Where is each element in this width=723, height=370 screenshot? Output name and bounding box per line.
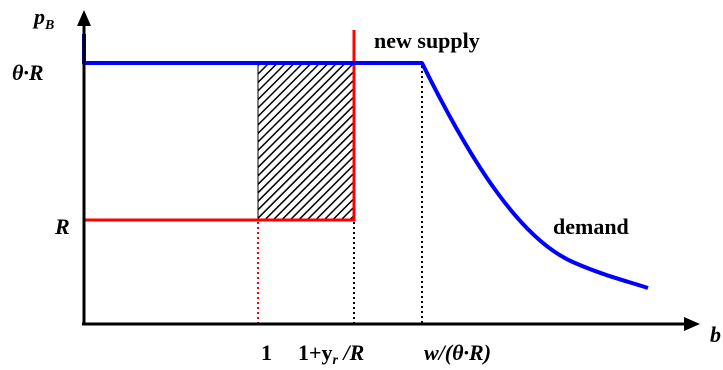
x-tick-one: 1 [261, 340, 272, 365]
y-axis-label: pB [32, 4, 54, 33]
x-axis-label: b [710, 322, 721, 347]
demand-label: demand [553, 214, 629, 239]
price-level-r: R [54, 214, 70, 239]
hatched-area [257, 63, 355, 221]
x-tick-one-plus-yr: 1+yr /R [298, 340, 364, 368]
x-tick-w-theta-r: w/(θ·R) [424, 340, 491, 365]
y-axis-arrow [77, 10, 91, 26]
x-axis-arrow [684, 317, 700, 331]
price-level-theta-r: θ·R [12, 60, 44, 85]
demand-curve [82, 34, 649, 290]
new-supply-label: new supply [374, 28, 480, 53]
